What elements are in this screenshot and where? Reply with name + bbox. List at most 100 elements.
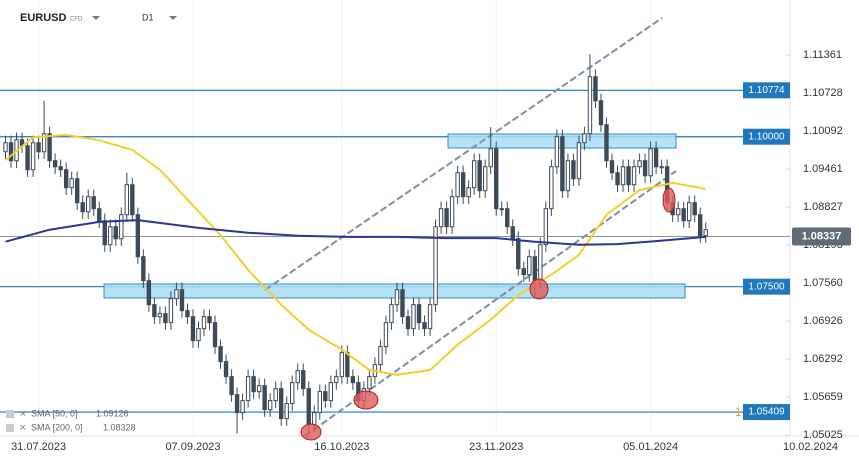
candle-body: [168, 298, 174, 324]
legend-name: SMA [200, 0]: [31, 422, 83, 432]
x-tick-label: 31.07.2023: [11, 441, 66, 453]
candle-body: [681, 208, 686, 222]
candle-body: [295, 370, 300, 384]
candle-body: [648, 148, 653, 177]
candle-body: [25, 145, 30, 171]
candle-body: [477, 160, 482, 192]
dropdown-arrow[interactable]: [92, 16, 100, 20]
dropdown-arrow[interactable]: [169, 16, 177, 20]
candle-body: [256, 385, 262, 393]
candle-body: [576, 142, 582, 180]
candle-body: [449, 196, 455, 228]
y-tick-label: 1.06926: [803, 315, 843, 327]
highlight: [662, 187, 676, 213]
symbol[interactable]: EURUSD: [20, 12, 67, 24]
candle-body: [69, 178, 74, 189]
candle-body: [482, 166, 488, 192]
candle-body: [471, 160, 477, 189]
alert-marker: 1: [735, 405, 742, 419]
instrument-type: CFD: [70, 17, 83, 23]
candle-body: [119, 214, 124, 240]
candle-body: [394, 289, 400, 306]
legend-icon: [6, 424, 14, 432]
candle-body: [240, 400, 245, 414]
sma-line: [5, 219, 706, 246]
candle-body: [565, 160, 571, 192]
last-price-box: [792, 227, 851, 246]
zone: [103, 283, 686, 299]
candle-body: [466, 187, 471, 198]
highlight: [529, 278, 549, 300]
candle-body: [328, 382, 334, 402]
candle-body: [157, 313, 163, 318]
candle-body: [218, 346, 223, 363]
legend-value: 1.09126: [96, 408, 129, 418]
candle-body: [411, 304, 416, 330]
candle-body: [152, 304, 157, 318]
candle-body: [692, 202, 697, 216]
candle-body: [86, 196, 91, 213]
candle-body: [653, 148, 659, 168]
candle-body: [185, 310, 190, 318]
candle-body: [135, 214, 141, 258]
candle-body: [604, 124, 609, 162]
candle-body: [58, 166, 63, 171]
candle-body: [196, 328, 201, 342]
candle-body: [229, 376, 234, 396]
candle-body: [63, 169, 69, 189]
candle-body: [510, 226, 515, 240]
candle-body: [174, 289, 179, 300]
sma-line: [4, 133, 706, 376]
candle-body: [686, 202, 692, 222]
y-tick-label: 1.10728: [803, 87, 843, 99]
candle-body: [290, 382, 295, 405]
candle-body: [141, 256, 146, 282]
candle-body: [532, 256, 538, 282]
candle-body: [334, 376, 339, 384]
candle-body: [113, 226, 118, 240]
candle-body: [190, 316, 196, 342]
candle-body: [438, 208, 444, 228]
highlight: [353, 390, 379, 410]
candle-body: [455, 172, 460, 198]
legend-close: ✕: [19, 422, 27, 432]
candle-body: [91, 196, 96, 210]
candle-body: [637, 160, 642, 168]
labels: 1.113611.107281.100921.094611.088271.081…: [11, 49, 851, 453]
candle-body: [284, 403, 289, 420]
level-label: 1.07500: [748, 281, 785, 292]
y-tick-label: 1.06292: [803, 353, 843, 365]
legend-icon: [6, 410, 14, 418]
x-tick-label: 05.01.2024: [623, 441, 678, 453]
candle-body: [659, 166, 664, 169]
candle-body: [505, 208, 510, 228]
candle-body: [444, 208, 449, 228]
candle-body: [80, 202, 85, 213]
candle-body: [245, 376, 251, 402]
candle-body: [494, 148, 499, 210]
candle-body: [378, 346, 383, 366]
level-label-box: [743, 404, 790, 421]
candle-body: [223, 361, 229, 378]
candle-body: [108, 226, 113, 246]
candle-body: [367, 376, 372, 390]
y-tick-label: 1.05659: [803, 391, 843, 403]
candle-body: [130, 184, 135, 216]
candle-body: [179, 289, 185, 312]
candle-body: [538, 244, 543, 282]
y-tick-label: 1.08827: [803, 201, 843, 213]
candle-body: [124, 184, 130, 216]
timeframe[interactable]: D1: [142, 12, 154, 22]
candle-body: [278, 388, 284, 420]
candle-body: [554, 136, 560, 168]
candle-body: [631, 166, 637, 186]
candle-body: [427, 304, 433, 330]
candle-body: [642, 160, 648, 177]
candle-body: [521, 268, 526, 276]
candle-body: [234, 394, 240, 414]
level-label: 1.05409: [748, 407, 785, 418]
legend-name: SMA [50, 0]: [31, 408, 78, 418]
candle-body: [262, 385, 267, 411]
candle-body: [405, 316, 411, 330]
